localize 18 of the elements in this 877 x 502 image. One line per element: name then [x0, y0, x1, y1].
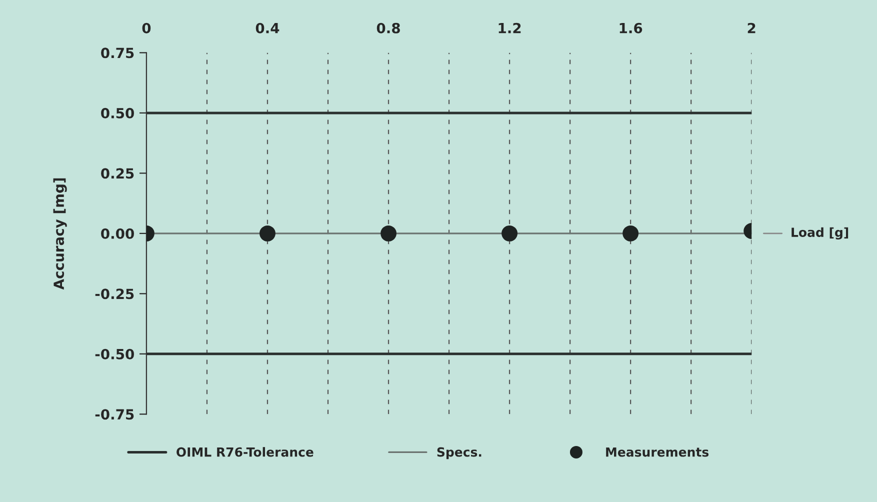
x-tick-label: 1.6: [620, 22, 642, 34]
legend-label: Specs.: [437, 447, 482, 460]
y-tick-label: 0.25: [101, 168, 134, 179]
x-tick-label: 0: [142, 22, 151, 34]
x-tick-label: 0.4: [256, 22, 280, 34]
legend-label: OIML R76-Tolerance: [176, 447, 314, 457]
x-tick-label: 1.2: [498, 22, 521, 34]
x-tick-label: 2: [748, 22, 756, 34]
y-tick-label: 0.00: [101, 228, 134, 239]
y-tick-label: 0.50: [101, 108, 134, 118]
x-axis-title: Load [g]: [792, 227, 848, 240]
y-tick-label: -0.75: [95, 409, 134, 420]
legend-label: Measurements: [606, 447, 709, 457]
y-tick-label: -0.25: [95, 288, 134, 300]
y-tick-label: -0.50: [95, 348, 134, 360]
x-tick-label: 0.8: [376, 22, 400, 34]
y-axis-title: Accuracy [mg]: [53, 178, 67, 290]
y-tick-label: 0.75: [101, 48, 134, 58]
